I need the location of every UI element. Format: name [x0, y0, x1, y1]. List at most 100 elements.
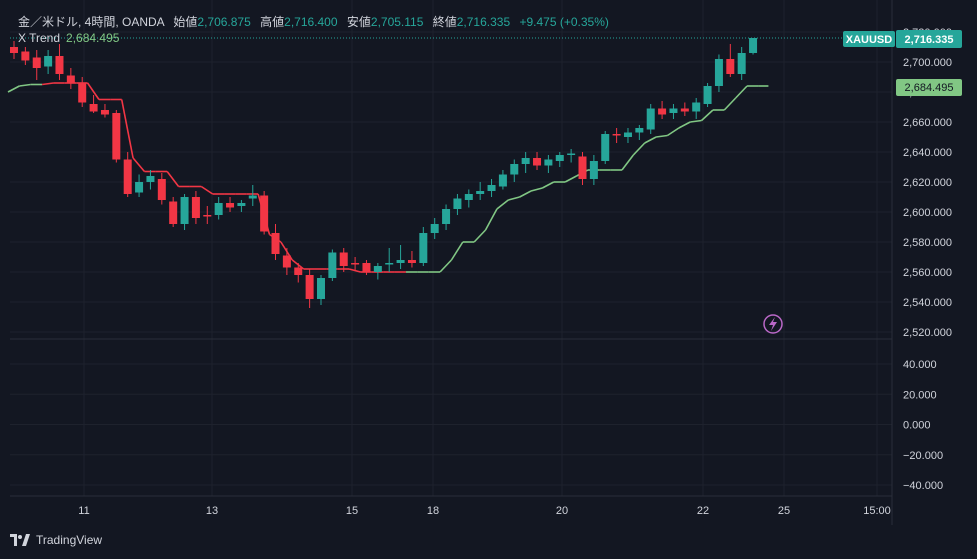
trend-segment: [632, 142, 646, 156]
candle: [294, 263, 303, 283]
candle: [123, 152, 132, 197]
candle: [362, 260, 371, 275]
time-tick-label: 25: [778, 505, 790, 517]
candle: [487, 179, 496, 197]
candle: [521, 152, 530, 173]
candle: [692, 98, 701, 119]
candle: [157, 173, 166, 205]
oscillator-tick-label: 20.000: [903, 389, 937, 401]
candle: [749, 38, 758, 55]
brand-name: TradingView: [36, 533, 103, 547]
candle: [146, 170, 155, 190]
candle: [10, 41, 18, 59]
time-tick-label: 13: [206, 505, 218, 517]
candle: [623, 128, 632, 143]
candle: [271, 224, 280, 260]
indicator-legend[interactable]: X Trend 2,684.495: [18, 31, 119, 45]
candle: [203, 206, 212, 224]
candle: [737, 47, 746, 80]
candle: [373, 263, 382, 280]
ohlc-legend: 金／米ドル, 4時間, OANDA 始値2,706.875 高値2,716.40…: [18, 13, 615, 30]
price-tick-label: 2,540.000: [903, 297, 952, 309]
candle: [703, 83, 712, 107]
tradingview-logo[interactable]: TradingView: [10, 533, 102, 547]
change-value: +9.475 (+0.35%): [519, 15, 609, 29]
indicator-value: 2,684.495: [66, 31, 120, 45]
low-label: 安値: [346, 15, 371, 29]
candle: [260, 191, 269, 235]
close-value: 2,716.335: [456, 15, 511, 29]
candle: [669, 104, 678, 119]
time-tick-label: 20: [556, 505, 568, 517]
candle: [407, 251, 416, 268]
trend-segment: [473, 229, 487, 243]
lightning-icon[interactable]: [763, 314, 783, 334]
trend-segment: [690, 119, 702, 123]
indicator-name: X Trend: [18, 31, 61, 45]
candle: [248, 185, 257, 206]
price-tick-label: 2,620.000: [903, 177, 952, 189]
candle: [21, 47, 30, 65]
candle: [180, 194, 189, 230]
trend-segment: [542, 181, 555, 189]
candle: [351, 257, 360, 271]
time-axis: 11 13 15 18 20 22 25 15:00: [78, 505, 890, 517]
candle: [658, 101, 667, 119]
trend-value-badge: 2,684.495: [896, 79, 962, 96]
svg-text:XAUUSD: XAUUSD: [846, 34, 893, 46]
time-tick-label: 18: [427, 505, 439, 517]
close-label: 終値: [432, 15, 457, 29]
oscillator-tick-label: −20.000: [903, 450, 943, 462]
candle: [316, 275, 325, 305]
candle: [305, 269, 314, 308]
trend-segment: [508, 196, 520, 201]
candle: [44, 50, 53, 74]
candle: [498, 170, 507, 190]
trend-segment: [644, 136, 657, 144]
last-price-badge: 2,716.335: [896, 30, 962, 48]
time-tick-label: 11: [78, 505, 89, 517]
candle: [135, 174, 144, 197]
trend-segment: [450, 241, 464, 261]
low-value: 2,705.115: [370, 15, 424, 29]
candle: [726, 44, 735, 77]
candle: [510, 159, 519, 182]
open-label: 始値: [173, 15, 198, 29]
candle: [453, 194, 462, 215]
candle: [328, 249, 337, 281]
candle: [55, 44, 64, 80]
trend-segment: [723, 97, 737, 111]
trend-segment: [735, 85, 748, 99]
trend-segment: [132, 157, 146, 173]
trend-segment: [86, 82, 100, 100]
trend-segment: [7, 85, 20, 93]
candle: [464, 189, 473, 208]
candle: [237, 200, 246, 212]
price-tick-label: 2,600.000: [903, 207, 952, 219]
candle: [555, 152, 564, 167]
candle: [89, 95, 98, 113]
trend-segment: [678, 121, 691, 129]
open-value: 2,706.875: [197, 15, 251, 29]
candle: [419, 227, 428, 266]
oscillator-tick-label: −40.000: [903, 480, 943, 492]
candle: [589, 155, 598, 185]
symbol-badge: XAUUSD: [843, 31, 895, 47]
time-tick-label: 15:00: [863, 505, 891, 517]
candle: [78, 77, 87, 107]
candle: [282, 248, 291, 275]
candle: [430, 218, 439, 239]
candle: [567, 149, 576, 163]
trend-segment: [701, 109, 714, 122]
symbol-title: 金／米ドル, 4時間, OANDA: [18, 15, 165, 29]
candle: [339, 248, 348, 272]
candle: [32, 50, 41, 80]
trend-segment: [484, 208, 498, 231]
oscillator-tick-label: 0.000: [903, 420, 931, 432]
trend-segment: [655, 134, 668, 138]
trend-segment: [42, 82, 54, 86]
time-tick-label: 15: [346, 505, 358, 517]
trend-segment: [120, 99, 134, 159]
